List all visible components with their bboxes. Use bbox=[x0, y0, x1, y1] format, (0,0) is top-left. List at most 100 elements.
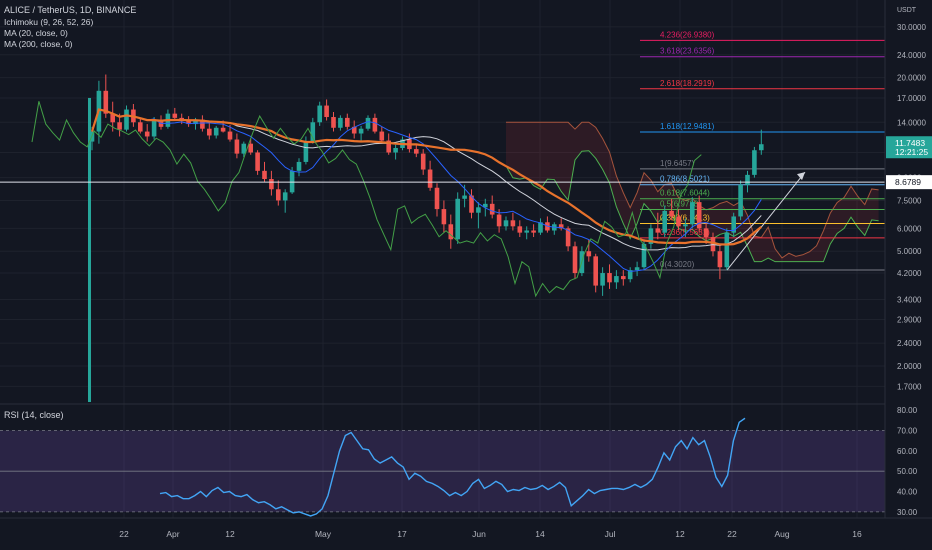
candle-body-86 bbox=[683, 224, 688, 227]
long-candle-bar bbox=[88, 97, 91, 402]
fib-label-9: 3.618(23.6356) bbox=[660, 47, 715, 56]
candle-body-65 bbox=[538, 222, 543, 233]
indicator-label-0: Ichimoku (9, 26, 52, 26) bbox=[4, 17, 93, 27]
candle-body-54 bbox=[462, 195, 467, 199]
candle-body-84 bbox=[669, 210, 674, 217]
candle-body-55 bbox=[469, 195, 474, 213]
time-tick-3: May bbox=[315, 529, 332, 539]
candle-body-48 bbox=[420, 153, 426, 170]
candle-body-87 bbox=[690, 202, 695, 225]
time-tick-5: Jun bbox=[472, 529, 486, 539]
rsi-tick-1: 40.00 bbox=[897, 488, 918, 497]
current-price-tag bbox=[886, 136, 932, 159]
cloud-span-b bbox=[505, 150, 879, 263]
rsi-tick-2: 50.00 bbox=[897, 467, 918, 476]
candle-body-42 bbox=[379, 131, 385, 141]
fib-label-8: 2.618(18.2919) bbox=[660, 79, 715, 88]
candle-body-60 bbox=[503, 220, 509, 227]
price-tick-15: 30.0000 bbox=[897, 23, 926, 32]
fib-label-10: 4.236(26.9380) bbox=[660, 30, 715, 39]
candle-body-20 bbox=[227, 131, 233, 140]
price-tick-6: 5.0000 bbox=[897, 247, 922, 256]
candle-body-34 bbox=[324, 105, 329, 118]
indicator-label-2: MA (200, close, 0) bbox=[4, 39, 73, 49]
candle-body-94 bbox=[738, 184, 743, 217]
price-tick-11: 14.0000 bbox=[897, 118, 926, 127]
candle-body-85 bbox=[676, 216, 681, 227]
candle-body-41 bbox=[372, 117, 378, 132]
trend-arrow-head bbox=[797, 172, 805, 181]
currency-label: USDT bbox=[897, 7, 917, 14]
candle-body-33 bbox=[317, 105, 322, 123]
price-tick-14: 24.0000 bbox=[897, 51, 926, 60]
candle-body-96 bbox=[752, 150, 757, 175]
rsi-tick-0: 30.00 bbox=[897, 508, 918, 517]
time-tick-1: Apr bbox=[166, 529, 179, 539]
time-tick-7: Jul bbox=[605, 529, 616, 539]
candle-body-3 bbox=[110, 113, 115, 123]
time-tick-10: Aug bbox=[774, 529, 789, 539]
candle-body-76 bbox=[614, 276, 619, 283]
fib-label-2: 0.382(6.2413) bbox=[660, 213, 710, 222]
time-tick-4: 17 bbox=[397, 529, 407, 539]
candle-body-88 bbox=[696, 202, 702, 229]
candle-body-17 bbox=[207, 128, 212, 136]
price-tick-7: 6.0000 bbox=[897, 224, 922, 233]
candle-body-18 bbox=[213, 127, 219, 136]
candle-body-28 bbox=[282, 192, 288, 201]
rsi-label: RSI (14, close) bbox=[4, 410, 64, 420]
candle-body-26 bbox=[269, 179, 274, 190]
candle-body-4 bbox=[117, 122, 122, 130]
candle-body-74 bbox=[600, 273, 605, 286]
candle-body-72 bbox=[586, 251, 592, 257]
candle-body-24 bbox=[255, 152, 260, 171]
candle-body-8 bbox=[144, 131, 150, 137]
candle-body-35 bbox=[331, 117, 336, 128]
price-axis-bg bbox=[885, 0, 932, 550]
rsi-line bbox=[159, 417, 746, 517]
candle-body-93 bbox=[731, 216, 736, 233]
time-tick-11: 16 bbox=[852, 529, 862, 539]
candle-body-69 bbox=[565, 228, 571, 247]
candle-body-79 bbox=[634, 267, 640, 271]
candle-body-89 bbox=[703, 228, 709, 238]
price-tick-1: 2.0000 bbox=[897, 362, 922, 371]
candle-body-27 bbox=[276, 189, 281, 201]
time-tick-2: 12 bbox=[225, 529, 235, 539]
candle-body-12 bbox=[172, 113, 178, 118]
fib-label-7: 1.618(12.9481) bbox=[660, 122, 715, 131]
candle-body-37 bbox=[345, 117, 350, 127]
candle-body-97 bbox=[759, 144, 764, 151]
candle-body-58 bbox=[489, 203, 495, 215]
tenkan-line bbox=[91, 108, 762, 272]
candle-body-82 bbox=[655, 228, 661, 233]
candle-body-52 bbox=[448, 224, 454, 240]
time-tick-8: 12 bbox=[675, 529, 685, 539]
candle-body-39 bbox=[358, 128, 364, 134]
candle-body-57 bbox=[483, 203, 488, 208]
candle-body-64 bbox=[531, 230, 536, 233]
candle-body-51 bbox=[441, 209, 447, 225]
symbol-title: ALICE / TetherUS, 1D, BINANCE bbox=[4, 5, 136, 15]
candle-body-44 bbox=[393, 148, 398, 153]
current-price-value: 11.7483 bbox=[895, 138, 925, 148]
candle-body-92 bbox=[724, 232, 730, 268]
candle-body-16 bbox=[200, 119, 205, 129]
time-tick-6: 14 bbox=[535, 529, 545, 539]
candle-body-21 bbox=[234, 139, 240, 154]
candle-body-32 bbox=[310, 122, 316, 142]
price-tick-3: 2.9000 bbox=[897, 315, 922, 324]
fib-label-6: 1(9.6457) bbox=[660, 159, 695, 168]
rsi-tick-5: 80.00 bbox=[897, 406, 918, 415]
candle-body-9 bbox=[151, 120, 157, 137]
candle-body-2 bbox=[103, 90, 109, 114]
cloud-fill bbox=[506, 122, 879, 262]
price-tick-8: 7.5000 bbox=[897, 196, 922, 205]
candle-body-38 bbox=[351, 126, 357, 134]
indicator-label-1: MA (20, close, 0) bbox=[4, 28, 68, 38]
candle-body-77 bbox=[621, 276, 626, 280]
price-tick-4: 3.4000 bbox=[897, 296, 922, 305]
